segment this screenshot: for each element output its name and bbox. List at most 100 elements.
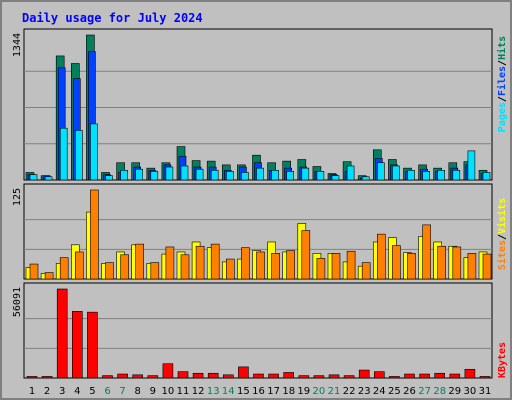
- kbytes-bar: [147, 375, 159, 379]
- pages-bar: [437, 169, 446, 181]
- pages-bar: [286, 171, 295, 181]
- kbytes-bar: [26, 376, 38, 379]
- kbytes-bar: [132, 374, 143, 379]
- sites-bar: [135, 243, 144, 280]
- sites-bar: [346, 250, 356, 280]
- kbytes-bar: [162, 363, 174, 379]
- pages-bar: [165, 166, 174, 181]
- y-max-label-1: 1344: [12, 33, 23, 57]
- legend-sites-visits-part: Visits: [496, 198, 508, 234]
- pages-bar: [346, 165, 355, 181]
- kbytes-bar: [434, 372, 446, 379]
- pages-bar: [452, 169, 461, 181]
- kbytes-bar: [268, 373, 279, 379]
- pages-bar: [331, 175, 340, 181]
- sites-bar: [452, 246, 462, 280]
- kbytes-bar: [404, 373, 415, 379]
- sites-bar: [241, 247, 250, 280]
- legend-sites-visits-part: /: [497, 234, 508, 240]
- kbytes-bar: [72, 311, 83, 379]
- pages-bar: [301, 167, 310, 181]
- day-label: 15: [237, 386, 250, 397]
- kbytes-bar: [192, 372, 204, 379]
- day-label: 16: [252, 386, 265, 397]
- plot-panel-1: [23, 28, 493, 181]
- pages-bar: [422, 171, 430, 181]
- day-label: 3: [59, 386, 65, 397]
- plot-panel-3: [23, 282, 493, 379]
- day-label: 31: [479, 386, 492, 397]
- legend-sites-visits: Sites/Visits: [496, 198, 508, 270]
- legend-hits-files-pages-part: Hits: [496, 36, 508, 60]
- day-label: 23: [358, 386, 371, 397]
- kbytes-bar: [253, 373, 264, 379]
- pages-bar: [150, 171, 159, 181]
- day-label: 25: [388, 386, 401, 397]
- pages-bar: [271, 169, 279, 181]
- day-label: 12: [192, 386, 205, 397]
- pages-bar: [180, 165, 189, 181]
- kbytes-bar: [373, 371, 385, 379]
- kbytes-bar: [449, 373, 461, 379]
- day-label: 27: [418, 386, 431, 397]
- day-label: 22: [343, 386, 356, 397]
- sites-bar: [165, 246, 175, 280]
- sites-bar: [407, 253, 416, 280]
- legend-hits-files-pages-part: Files: [496, 66, 508, 96]
- kbytes-bar: [238, 366, 249, 379]
- day-label: 13: [207, 386, 220, 397]
- kbytes-bar: [298, 375, 310, 379]
- sites-bar: [482, 253, 492, 280]
- sites-bar: [59, 257, 69, 280]
- sites-bar: [180, 254, 190, 280]
- sites-bar: [361, 262, 371, 280]
- pages-bar: [392, 165, 400, 181]
- day-label: 17: [267, 386, 280, 397]
- day-label: 11: [177, 386, 190, 397]
- kbytes-bar: [41, 376, 53, 379]
- kbytes-bar: [479, 376, 491, 379]
- kbytes-bar: [313, 375, 325, 379]
- day-label: 9: [150, 386, 156, 397]
- day-label: 4: [74, 386, 80, 397]
- day-label: 18: [282, 386, 295, 397]
- kbytes-bar: [358, 369, 370, 379]
- day-label: 2: [44, 386, 50, 397]
- sites-bar: [301, 230, 311, 280]
- pages-bar: [120, 169, 128, 181]
- sites-bar: [422, 224, 431, 280]
- sites-bar: [392, 245, 401, 280]
- kbytes-bar: [177, 371, 189, 379]
- pages-bar: [482, 172, 491, 181]
- pages-bar: [44, 176, 53, 181]
- day-label: 14: [222, 386, 235, 397]
- kbytes-bar: [102, 375, 113, 379]
- day-label: 5: [89, 386, 95, 397]
- pages-bar: [75, 130, 83, 181]
- sites-bar: [331, 253, 341, 280]
- day-label: 19: [297, 386, 310, 397]
- kbytes-bar: [343, 375, 355, 379]
- pages-bar: [361, 176, 370, 181]
- sites-bar: [44, 272, 54, 280]
- kbytes-bar: [56, 288, 68, 379]
- sites-bar: [376, 233, 386, 280]
- pages-bar: [210, 169, 219, 181]
- legend-kbytes: KBytes: [497, 342, 508, 378]
- pages-bar: [256, 167, 264, 181]
- day-label: 10: [162, 386, 175, 397]
- kbytes-bar: [328, 374, 340, 379]
- pages-bar: [29, 174, 38, 181]
- kbytes-bar: [283, 372, 295, 379]
- pages-bar: [407, 169, 415, 181]
- kbytes-bar: [419, 373, 430, 379]
- sites-bar: [120, 254, 129, 280]
- day-label: 8: [135, 386, 141, 397]
- sites-bar: [226, 258, 235, 280]
- pages-bar: [59, 127, 68, 181]
- pages-bar: [226, 171, 234, 181]
- sites-bar: [150, 262, 160, 280]
- day-label: 1: [29, 386, 35, 397]
